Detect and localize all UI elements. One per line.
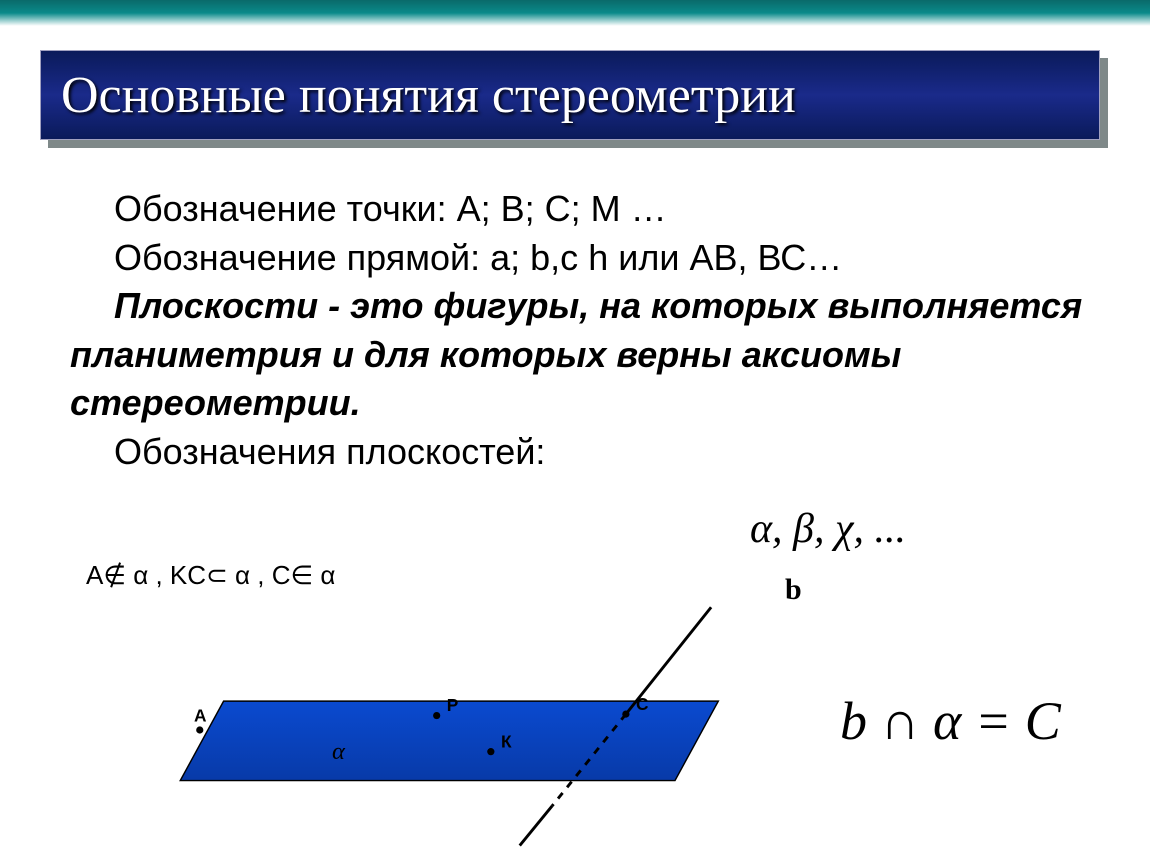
svg-text:К: К (501, 731, 512, 751)
line-lines: Обозначение прямой: a; b,c h или АВ, ВС… (70, 234, 1090, 283)
content-block: Обозначение точки: А; В; С; М … Обозначе… (70, 185, 1090, 477)
line-b-lower (520, 806, 553, 846)
set-notation-text: A∉ α , KC⊂ α , С∈ α (86, 560, 335, 590)
greek-letters: α, β, χ, ... (750, 505, 906, 553)
alpha-label: α (332, 738, 346, 765)
intersection-equation: b ∩ α = C (840, 690, 1061, 752)
slide: Основные понятия стереометрии Обозначени… (0, 0, 1150, 864)
title-container: Основные понятия стереометрии (40, 50, 1100, 140)
line-plane-notation: Обозначения плоскостей: (70, 428, 1090, 477)
line-points: Обозначение точки: А; В; С; М … (70, 185, 1090, 234)
diagram-svg: А Р К С α (50, 600, 910, 860)
svg-text:С: С (636, 694, 649, 714)
title-bar: Основные понятия стереометрии (40, 50, 1100, 140)
equation-text: b ∩ α = C (840, 691, 1061, 751)
svg-text:Р: Р (447, 695, 459, 715)
svg-text:А: А (194, 705, 207, 725)
diagram: А Р К С α (50, 600, 910, 860)
set-notation: A∉ α , KC⊂ α , С∈ α (86, 560, 335, 591)
point-a: А (194, 705, 207, 733)
line-planes-def: Плоскости - это фигуры, на которых выпол… (70, 282, 1090, 428)
slide-title: Основные понятия стереометрии (61, 66, 796, 125)
